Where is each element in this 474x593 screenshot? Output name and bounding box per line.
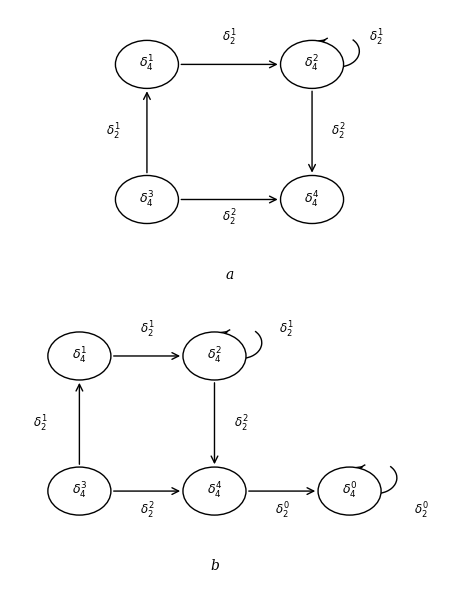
Text: $\delta_{2}^{2}$: $\delta_{2}^{2}$ [140,501,154,521]
Text: $\delta_{4}^{3}$: $\delta_{4}^{3}$ [139,189,155,209]
Text: $\delta_{2}^{1}$: $\delta_{2}^{1}$ [369,28,383,48]
Text: $\delta_{4}^{4}$: $\delta_{4}^{4}$ [207,481,222,501]
Text: $\delta_{4}^{4}$: $\delta_{4}^{4}$ [304,189,320,209]
Ellipse shape [183,467,246,515]
Text: a: a [225,267,234,282]
Ellipse shape [48,467,111,515]
Text: $\delta_{2}^{1}$: $\delta_{2}^{1}$ [106,122,120,142]
Ellipse shape [183,332,246,380]
Text: $\delta_{2}^{1}$: $\delta_{2}^{1}$ [140,320,154,340]
Text: $\delta_{2}^{1}$: $\delta_{2}^{1}$ [279,320,293,340]
Ellipse shape [281,176,344,224]
Text: $\delta_{2}^{1}$: $\delta_{2}^{1}$ [33,413,47,433]
Text: $\delta_{2}^{0}$: $\delta_{2}^{0}$ [275,501,289,521]
Text: $\delta_{2}^{1}$: $\delta_{2}^{1}$ [222,28,237,48]
Text: $\delta_{2}^{0}$: $\delta_{2}^{0}$ [413,501,428,521]
Ellipse shape [318,467,381,515]
Ellipse shape [48,332,111,380]
Text: $\delta_{2}^{2}$: $\delta_{2}^{2}$ [222,208,237,228]
Text: $\delta_{4}^{3}$: $\delta_{4}^{3}$ [72,481,87,501]
Ellipse shape [281,40,344,88]
Text: b: b [210,559,219,573]
Text: $\delta_{4}^{2}$: $\delta_{4}^{2}$ [207,346,222,366]
Text: $\delta_{2}^{2}$: $\delta_{2}^{2}$ [234,413,248,433]
Text: $\delta_{4}^{2}$: $\delta_{4}^{2}$ [304,55,319,75]
Text: $\delta_{4}^{0}$: $\delta_{4}^{0}$ [342,481,357,501]
Text: $\delta_{2}^{2}$: $\delta_{2}^{2}$ [331,122,346,142]
Text: $\delta_{4}^{1}$: $\delta_{4}^{1}$ [139,55,155,75]
Text: $\delta_{4}^{1}$: $\delta_{4}^{1}$ [72,346,87,366]
Ellipse shape [115,176,178,224]
Ellipse shape [115,40,178,88]
